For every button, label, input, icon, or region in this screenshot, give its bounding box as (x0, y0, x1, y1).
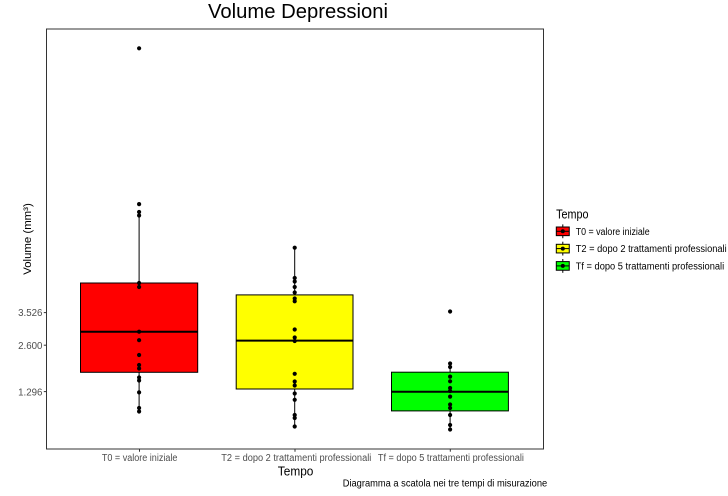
svg-text:Tempo: Tempo (278, 464, 314, 478)
svg-text:T0 = valore iniziale: T0 = valore iniziale (102, 453, 178, 464)
svg-text:Tf = dopo 5 trattamenti profes: Tf = dopo 5 trattamenti professionali (576, 262, 725, 273)
svg-text:2.600: 2.600 (18, 341, 43, 352)
svg-text:Volume Depressioni: Volume Depressioni (208, 1, 388, 23)
svg-text:Tf = dopo 5 trattamenti profes: Tf = dopo 5 trattamenti professionali (378, 453, 524, 464)
svg-text:T2 = dopo 2 trattamenti profes: T2 = dopo 2 trattamenti professionali (221, 453, 371, 464)
svg-text:T2 = dopo 2 trattamenti profes: T2 = dopo 2 trattamenti professionali (576, 244, 727, 255)
svg-text:1.296: 1.296 (18, 387, 43, 398)
svg-text:Tempo: Tempo (556, 207, 588, 221)
svg-text:T0 = valore iniziale: T0 = valore iniziale (576, 227, 650, 238)
svg-text:Diagramma a scatola nei tre te: Diagramma a scatola nei tre tempi di mis… (343, 478, 548, 489)
svg-text:Volume (mm³): Volume (mm³) (22, 203, 34, 275)
svg-text:3.526: 3.526 (18, 308, 43, 319)
